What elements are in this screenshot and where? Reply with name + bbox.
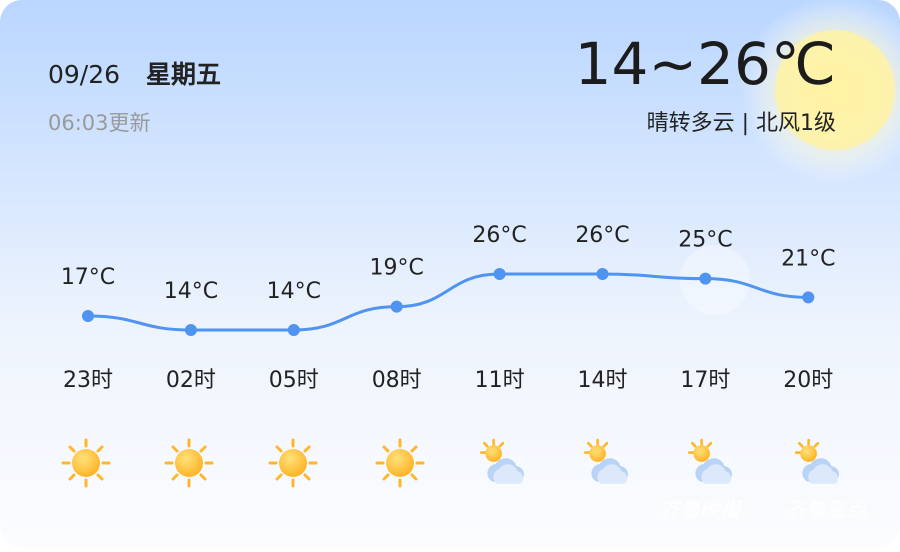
temp-dot [493, 268, 506, 280]
temp-label: 14°C [267, 279, 321, 304]
sun-icon [61, 438, 111, 488]
watermark-left: 齐鲁晚报 [660, 498, 742, 522]
temp-label: 26°C [575, 223, 629, 248]
sun-icon [164, 438, 214, 488]
hour-label: 02时 [166, 368, 216, 393]
sun-core [775, 30, 895, 150]
weather-description: 晴转多云 | 北风1级 [647, 111, 836, 136]
sun-icon [375, 438, 425, 488]
hour-label: 08时 [372, 368, 422, 393]
temp-line [87, 272, 809, 332]
date: 09/26 [48, 60, 120, 89]
temp-dot [390, 300, 403, 313]
temp-label: 25°C [678, 228, 732, 253]
hour-label: 11时 [475, 368, 525, 393]
temp-label: 19°C [370, 256, 424, 281]
temp-range: 14~26℃ [575, 30, 836, 98]
temp-dot [82, 310, 94, 322]
temp-dot [596, 268, 609, 280]
temp-label: 21°C [781, 246, 835, 271]
watermark-right: 齐鲁壹点 [788, 498, 868, 522]
hour-label: 20时 [783, 368, 833, 393]
temp-dot [802, 291, 815, 304]
hour-label: 14时 [578, 368, 628, 393]
hour-label: 23时 [63, 368, 113, 393]
temp-label: 14°C [164, 279, 218, 304]
weekday: 星期五 [146, 60, 221, 89]
hour-label: 17时 [680, 368, 730, 393]
temp-dot [184, 324, 197, 336]
temp-dot [699, 272, 712, 285]
update-time: 06:03更新 [48, 111, 151, 135]
sun-icon [268, 438, 318, 488]
temp-label: 17°C [61, 265, 115, 290]
hour-label: 05时 [269, 368, 319, 393]
temp-label: 26°C [472, 223, 526, 248]
temp-dot [287, 324, 300, 336]
